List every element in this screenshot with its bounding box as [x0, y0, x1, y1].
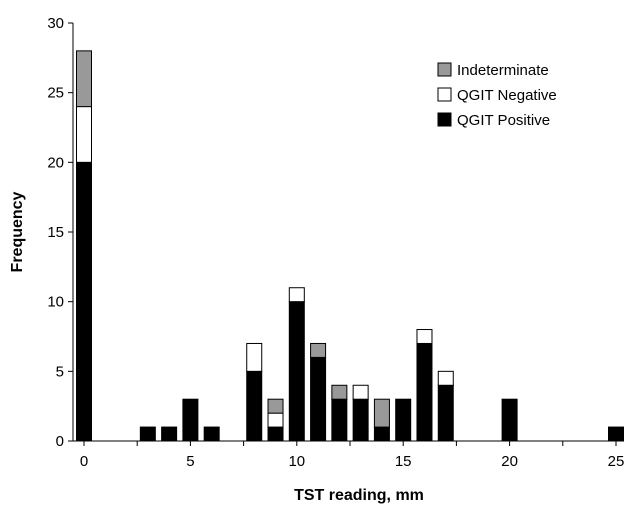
bar-indeterminate-x11: [310, 342, 327, 358]
bar-qgit-positive-x14: [373, 426, 390, 442]
bar-qgit-positive-x8: [246, 370, 263, 442]
bar-qgit-positive-x17: [437, 384, 454, 442]
axes-group: [72, 23, 622, 442]
y-tick-label: 30: [47, 15, 64, 32]
bar-qgit-positive-x12: [331, 398, 348, 442]
x-tick-label: 5: [186, 453, 194, 470]
bar-indeterminate-x9: [267, 398, 284, 414]
bar-qgit-positive-x9: [267, 426, 284, 442]
x-tick-label: 25: [608, 453, 625, 470]
legend: Indeterminate QGIT Negative QGIT Positive: [437, 62, 557, 129]
y-tick-label: 25: [47, 85, 64, 102]
bar-qgit-positive-x3: [139, 426, 156, 442]
bar-qgit-negative-x13: [352, 384, 369, 400]
legend-swatch-qgit-negative: [437, 87, 452, 102]
bar-qgit-negative-x17: [437, 370, 454, 386]
x-tick-label: 15: [395, 453, 412, 470]
ticks-group: 0 5 10 15 20 25 30 0 5 10 15 20 25: [47, 15, 624, 470]
bar-qgit-negative-x10: [288, 287, 305, 303]
bar-qgit-positive-x16: [416, 342, 433, 442]
x-tick-label: 20: [501, 453, 518, 470]
y-tick-label: 20: [47, 154, 64, 171]
bar-qgit-negative-x8: [246, 342, 263, 372]
legend-label-qgit-negative: QGIT Negative: [457, 87, 557, 104]
bar-indeterminate-x14: [373, 398, 390, 428]
bar-qgit-positive-x20: [501, 398, 518, 442]
bar-qgit-negative-x0: [76, 106, 92, 163]
bar-qgit-positive-x6: [203, 426, 220, 442]
bar-qgit-positive-x4: [161, 426, 178, 442]
x-axis-title: TST reading, mm: [294, 487, 424, 504]
x-tick-label: 10: [288, 453, 305, 470]
bar-indeterminate-x12: [331, 384, 348, 400]
bar-qgit-positive-x5: [182, 398, 199, 442]
x-tick-label: 0: [80, 453, 88, 470]
bars-group: [76, 50, 624, 442]
y-tick-label: 5: [56, 363, 64, 380]
legend-label-qgit-positive: QGIT Positive: [457, 112, 550, 129]
bar-qgit-positive-x10: [288, 301, 305, 442]
y-tick-label: 15: [47, 224, 64, 241]
y-tick-label: 0: [56, 433, 64, 450]
bar-qgit-negative-x16: [416, 329, 433, 344]
bar-qgit-positive-x15: [395, 398, 412, 442]
bar-qgit-positive-x13: [352, 398, 369, 442]
legend-label-indeterminate: Indeterminate: [457, 62, 549, 79]
bar-qgit-positive-x11: [310, 356, 327, 442]
bar-qgit-positive-x25: [608, 426, 624, 442]
bar-indeterminate-x0: [76, 50, 92, 108]
legend-swatch-indeterminate: [437, 62, 452, 77]
y-axis-title: Frequency: [9, 191, 26, 272]
bar-qgit-positive-x0: [76, 161, 92, 442]
y-tick-label: 10: [47, 294, 64, 311]
legend-swatch-qgit-positive: [437, 112, 452, 127]
bar-qgit-negative-x9: [267, 412, 284, 428]
